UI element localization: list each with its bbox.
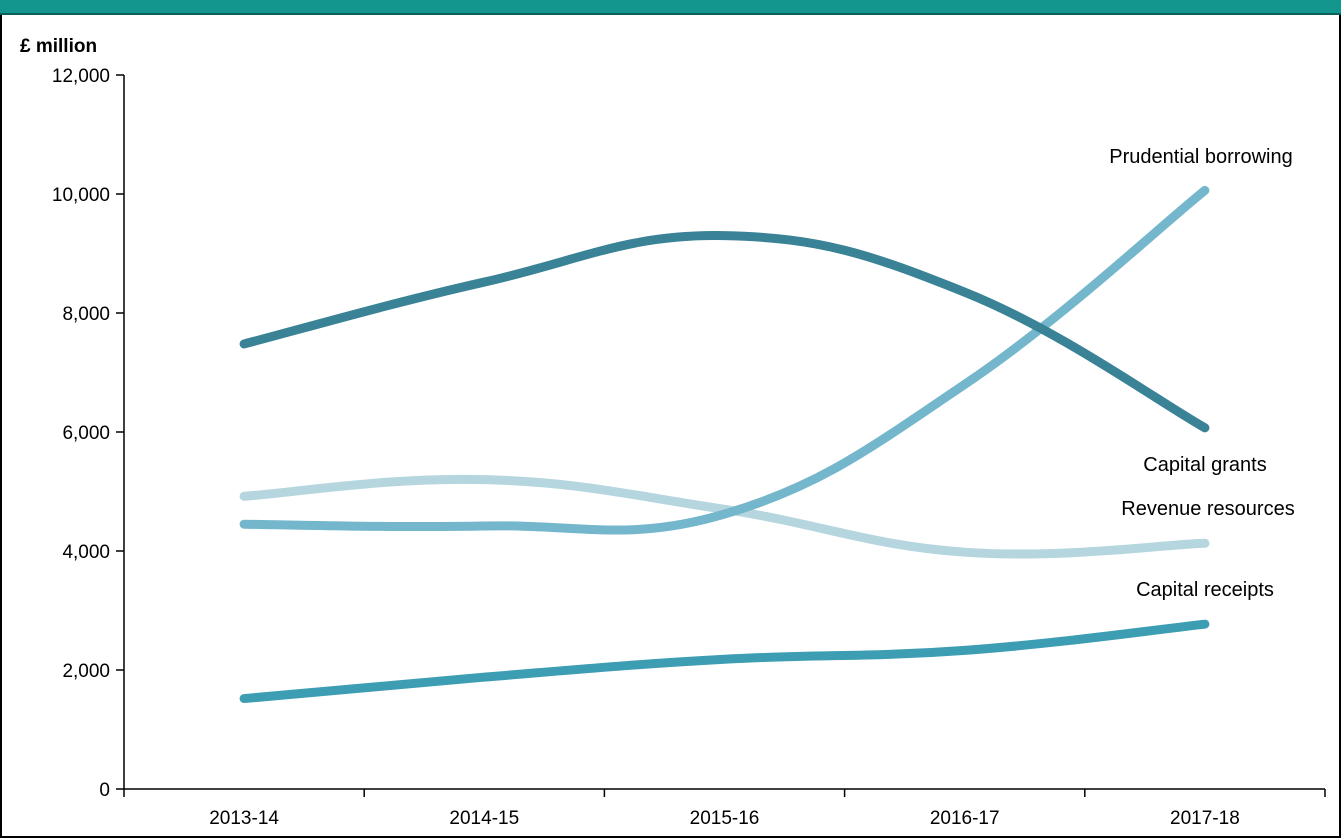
x-axis: 2013-14 2014-15 2015-16 2016-17 2017-18: [123, 788, 1326, 829]
series-line-capital-receipts: [239, 619, 1210, 704]
y-tick-label: 2,000: [62, 661, 110, 682]
y-axis: 0 2,000 4,000 6,000 8,000 10,000 12,000: [52, 66, 125, 801]
y-tick-label: 10,000: [52, 185, 110, 206]
series-lines: [239, 185, 1210, 704]
y-tick-label: 6,000: [62, 423, 110, 444]
series-label-prudential-borrowing: Prudential borrowing: [1109, 146, 1292, 168]
series-labels: Capital grants Prudential borrowing Revenu…: [1109, 146, 1294, 601]
x-tick-label: 2013-14: [209, 808, 279, 829]
y-tick-label: 8,000: [62, 304, 110, 325]
y-tick-label: 4,000: [62, 542, 110, 563]
series-label-capital-receipts: Capital receipts: [1136, 579, 1274, 601]
header-bar: [0, 0, 1341, 15]
y-tick-label: 12,000: [52, 66, 110, 87]
y-tick-label: 0: [99, 780, 110, 801]
y-axis-label: £ million: [20, 36, 97, 57]
x-tick-label: 2014-15: [449, 808, 519, 829]
x-tick-label: 2016-17: [930, 808, 1000, 829]
series-label-revenue-resources: Revenue resources: [1121, 498, 1294, 520]
series-line-revenue-resources: [239, 474, 1210, 559]
x-tick-label: 2017-18: [1170, 808, 1240, 829]
series-line-prudential-borrowing: [239, 185, 1210, 535]
x-tick-label: 2015-16: [690, 808, 760, 829]
series-label-capital-grants: Capital grants: [1143, 454, 1266, 476]
series-line-capital-grants: [239, 231, 1210, 433]
